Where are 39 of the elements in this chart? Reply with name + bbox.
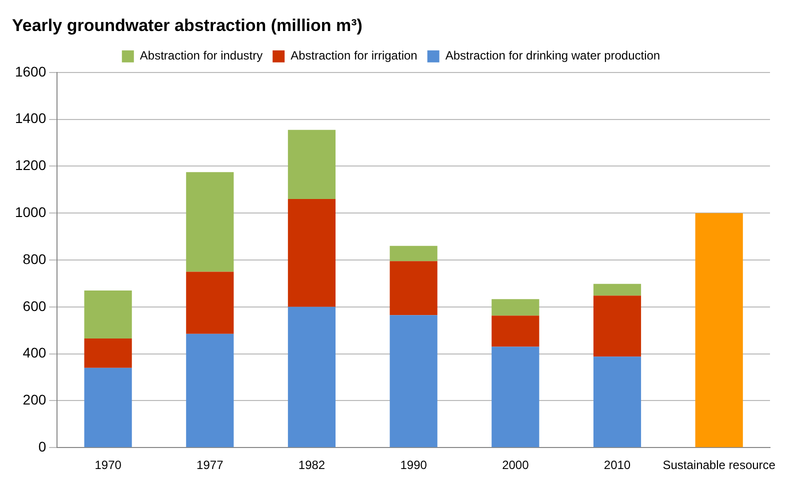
y-tick-label: 400 (22, 344, 46, 361)
y-tick-label: 1200 (14, 157, 46, 174)
bar (390, 261, 438, 316)
bar (288, 130, 336, 200)
chart-title: Yearly groundwater abstraction (million m³) (12, 16, 362, 35)
y-tick-label: 1000 (14, 204, 46, 220)
legend-label: Abstraction for drinking water production (445, 48, 660, 63)
x-tick-label: 2010 (604, 458, 631, 472)
x-tick-label: 2000 (502, 458, 530, 472)
bar (186, 334, 234, 448)
legend-label: Abstraction for irrigation (290, 48, 418, 63)
bar (84, 338, 132, 368)
x-tick-label: Sustainable resource (662, 458, 776, 472)
bar (593, 356, 642, 448)
bar (593, 284, 642, 296)
bar (84, 368, 132, 448)
bar (492, 316, 540, 347)
y-tick-label: 200 (22, 392, 46, 408)
y-tick-label: 0 (38, 438, 46, 454)
bar (492, 299, 540, 316)
x-tick-label: 1990 (400, 458, 428, 472)
bar (390, 315, 438, 448)
bar (288, 306, 336, 448)
bar (186, 272, 234, 334)
bar (186, 172, 234, 272)
y-tick-label: 800 (22, 250, 46, 267)
bar (288, 199, 336, 307)
x-tick-label: 1970 (94, 458, 122, 472)
y-tick-label: 1600 (14, 63, 46, 80)
bar (84, 290, 132, 339)
x-tick-label: 1977 (196, 458, 224, 472)
y-tick-label: 600 (22, 298, 46, 314)
bar (390, 246, 438, 262)
bar (695, 213, 743, 448)
x-tick-label: 1982 (298, 458, 326, 472)
bar (492, 346, 540, 448)
y-tick-label: 1400 (14, 110, 46, 126)
legend-label: Abstraction for industry (140, 48, 263, 63)
bar (593, 296, 642, 357)
